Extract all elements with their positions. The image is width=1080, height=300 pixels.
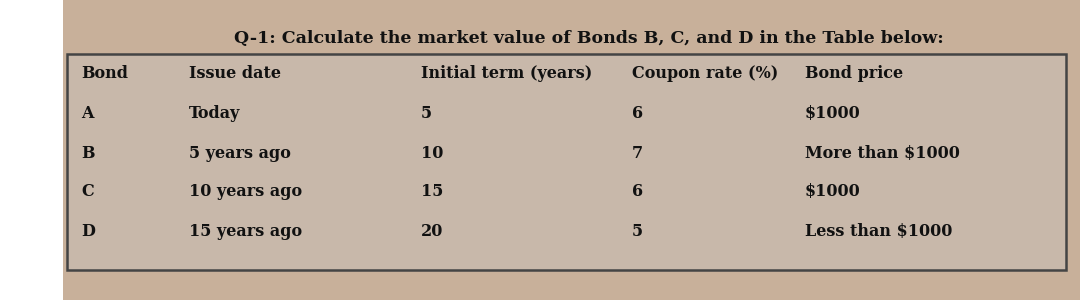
Text: Today: Today [189, 106, 241, 122]
Text: 15 years ago: 15 years ago [189, 223, 302, 239]
Text: 6: 6 [632, 106, 643, 122]
Text: B: B [81, 145, 95, 161]
Text: 7: 7 [632, 145, 643, 161]
Text: A: A [81, 106, 94, 122]
Text: Bond: Bond [81, 65, 129, 82]
Text: 6: 6 [632, 184, 643, 200]
Text: 5: 5 [421, 106, 432, 122]
FancyBboxPatch shape [0, 0, 63, 300]
Text: 20: 20 [421, 223, 444, 239]
Text: Initial term (years): Initial term (years) [421, 65, 593, 82]
Text: Q-1: Calculate the market value of Bonds B, C, and D in the Table below:: Q-1: Calculate the market value of Bonds… [233, 30, 944, 47]
Text: More than $1000: More than $1000 [805, 145, 959, 161]
Text: D: D [81, 223, 95, 239]
Text: $1000: $1000 [805, 106, 861, 122]
Text: Issue date: Issue date [189, 65, 281, 82]
Text: 5 years ago: 5 years ago [189, 145, 291, 161]
Text: $1000: $1000 [805, 184, 861, 200]
Text: Less than $1000: Less than $1000 [805, 223, 951, 239]
Text: Coupon rate (%): Coupon rate (%) [632, 65, 778, 82]
Text: 10: 10 [421, 145, 444, 161]
Text: 5: 5 [632, 223, 643, 239]
Text: Bond price: Bond price [805, 65, 903, 82]
Text: 10 years ago: 10 years ago [189, 184, 302, 200]
FancyBboxPatch shape [67, 54, 1066, 270]
Text: 15: 15 [421, 184, 444, 200]
Text: C: C [81, 184, 94, 200]
